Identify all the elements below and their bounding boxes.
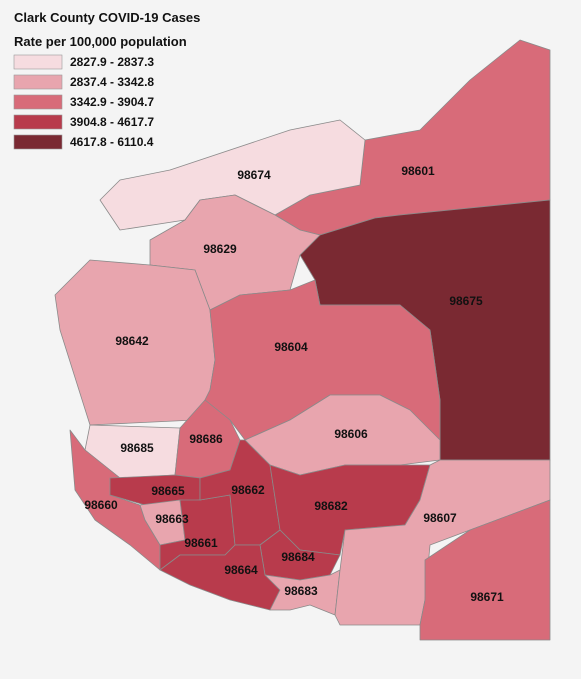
zip-label: 98604 <box>274 340 308 354</box>
legend-swatch <box>13 114 63 130</box>
zip-label: 98607 <box>423 511 457 525</box>
zip-label: 98661 <box>184 536 218 550</box>
zip-label: 98682 <box>314 499 348 513</box>
zip-label: 98664 <box>224 563 258 577</box>
legend-swatch <box>13 134 63 150</box>
zip-regions <box>54 39 551 641</box>
zip-label: 98675 <box>449 294 483 308</box>
legend: 2827.9 - 2837.3 2837.4 - 3342.8 3342.9 - 3… <box>13 54 154 150</box>
map-title: Clark County COVID-19 Cases <box>14 10 200 25</box>
zip-label: 98601 <box>401 164 435 178</box>
zip-label: 98642 <box>115 334 149 348</box>
legend-label: 2837.4 - 3342.8 <box>70 75 154 89</box>
zip-label: 98629 <box>203 242 237 256</box>
zip-label: 98674 <box>237 168 271 182</box>
legend-label: 3904.8 - 4617.7 <box>70 115 154 129</box>
zip-label: 98686 <box>189 432 223 446</box>
zip-label: 98665 <box>151 484 185 498</box>
zip-labels: 98601 98675 98674 98629 98642 98604 98685 98686… <box>84 164 504 604</box>
zip-label: 98671 <box>470 590 504 604</box>
zip-label: 98684 <box>281 550 315 564</box>
legend-swatch <box>13 74 63 90</box>
legend-label: 3342.9 - 3904.7 <box>70 95 154 109</box>
legend-swatch <box>13 54 63 70</box>
zip-label: 98685 <box>120 441 154 455</box>
zip-region <box>419 499 551 641</box>
legend-swatch <box>13 94 63 110</box>
map-subtitle: Rate per 100,000 population <box>14 34 187 49</box>
zip-label: 98660 <box>84 498 118 512</box>
zip-label: 98663 <box>155 512 189 526</box>
zip-label: 98606 <box>334 427 368 441</box>
zip-region <box>264 569 341 616</box>
zip-label: 98683 <box>284 584 318 598</box>
legend-label: 2827.9 - 2837.3 <box>70 55 154 69</box>
legend-label: 4617.8 - 6110.4 <box>70 135 154 149</box>
zip-label: 98662 <box>231 483 265 497</box>
